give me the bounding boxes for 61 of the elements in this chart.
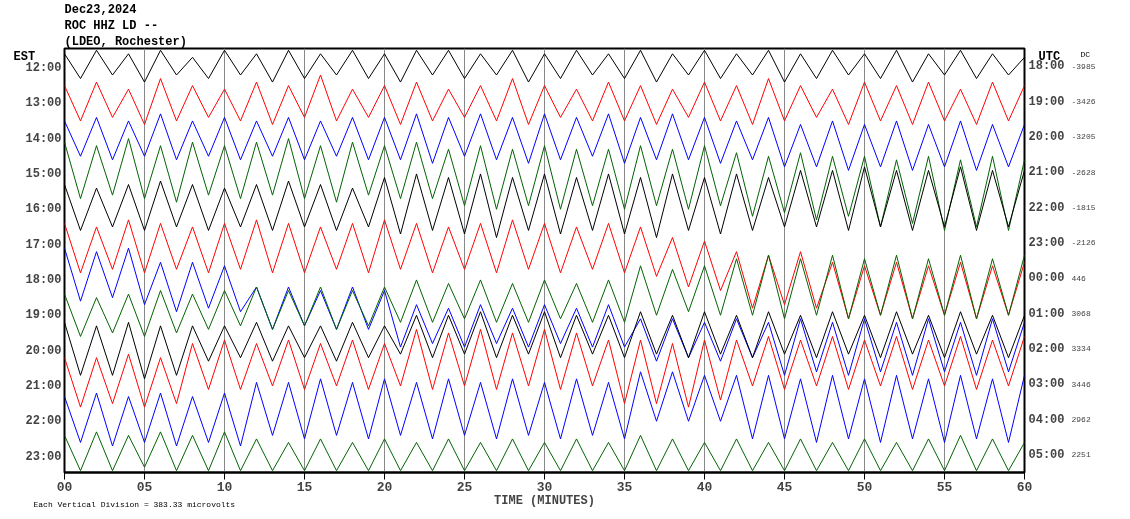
y-tick-label: 19:00	[25, 308, 62, 323]
text: 3334	[1071, 344, 1091, 354]
text: Each Vertical Division = 383.33 microvolts	[33, 499, 236, 509]
category-label: 19:00	[1028, 94, 1065, 109]
text: -3205	[1071, 132, 1096, 142]
y-tick-label: 20:00	[25, 343, 62, 358]
line-series	[64, 113, 1025, 171]
x-tick-label: 30	[536, 479, 553, 495]
line-series	[64, 328, 1025, 408]
text: 2962	[1071, 415, 1091, 424]
y-tick-label: 12:00	[25, 60, 62, 75]
text: -2628	[1071, 167, 1096, 177]
text: 3068	[1071, 309, 1091, 318]
x-tick-label: 60	[1016, 479, 1033, 495]
chart-title: Dec23,2024	[64, 2, 137, 17]
text: DC	[1080, 49, 1091, 59]
category-label: 02:00	[1028, 341, 1065, 356]
category-label: 21:00	[1028, 165, 1065, 180]
line-series	[64, 371, 1025, 447]
line-series	[64, 74, 1025, 125]
text: 2251	[1071, 450, 1091, 460]
category-label: 04:00	[1028, 412, 1065, 427]
x-tick-label: 20	[376, 479, 393, 495]
text: -1815	[1071, 203, 1096, 212]
y-tick-label: 23:00	[25, 449, 62, 464]
y-tick-label: 22:00	[25, 414, 62, 429]
y-tick-label: 13:00	[25, 96, 62, 111]
line-series	[64, 247, 1025, 376]
category-label: 20:00	[1028, 129, 1065, 144]
y-tick-label: 16:00	[25, 202, 62, 217]
x-tick-label: 05	[136, 479, 153, 495]
x-tick-label: 10	[216, 479, 233, 495]
x-tick-label: 25	[456, 479, 473, 495]
text: 3446	[1071, 379, 1091, 389]
y-tick-label: 14:00	[25, 131, 62, 146]
x-tick-label: 45	[776, 479, 793, 495]
text: -2126	[1071, 238, 1096, 248]
x-tick-label: 15	[296, 479, 313, 495]
annotation: (LDEO, Rochester)	[64, 34, 187, 49]
line-series	[64, 138, 1025, 231]
text: -3985	[1071, 61, 1096, 71]
y-tick-label: 17:00	[25, 237, 62, 252]
text: 446	[1071, 273, 1087, 283]
x-tick-label: 00	[56, 479, 73, 495]
category-label: 03:00	[1028, 377, 1065, 392]
text: -3426	[1071, 97, 1096, 106]
y-tick-label: 15:00	[25, 166, 62, 181]
x-tick-label: 35	[616, 479, 633, 495]
x-tick-label: 40	[696, 479, 713, 495]
x-tick-label: 55	[936, 479, 953, 495]
category-label: 23:00	[1028, 235, 1065, 250]
y-tick-label: 18:00	[25, 272, 62, 287]
line-series	[64, 254, 1025, 337]
x-axis-title: TIME (MINUTES)	[494, 493, 595, 508]
y-tick-label: 21:00	[25, 378, 62, 393]
category-label: 22:00	[1028, 200, 1065, 215]
category-label: 05:00	[1028, 447, 1065, 462]
category-label: 01:00	[1028, 306, 1065, 321]
chart-subtitle: ROC HHZ LD --	[64, 18, 159, 33]
category-label: 00:00	[1028, 271, 1065, 286]
x-tick-label: 50	[856, 479, 873, 495]
